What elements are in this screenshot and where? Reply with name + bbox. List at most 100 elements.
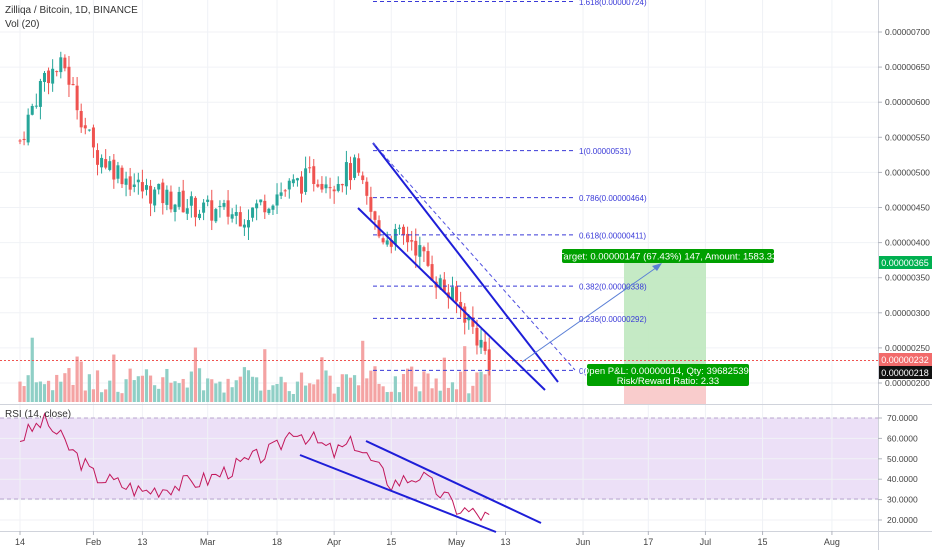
volume-bar [267,389,271,402]
volume-bar [299,372,304,402]
volume-bar [51,390,55,402]
rsi-line [19,412,490,522]
time-axis[interactable]: 14 Feb 13 Mar 18 Apr 15 May 13 Jun 17 Jul 15 Aug [15,531,840,547]
volume-bar [250,376,255,402]
candle-body [108,161,112,170]
candle-body [414,240,418,256]
volume-bar [361,340,365,402]
volume-bar [418,391,422,402]
candle-body [263,200,267,213]
volume-bar [442,357,446,402]
volume-bar [124,379,128,402]
candle-body [344,162,348,187]
rsi-axis[interactable]: 70.0000 60.0000 50.0000 40.0000 30.0000 20.00… [878,413,918,525]
volume-bar [410,366,414,402]
time-tick-label: Feb [86,537,102,547]
fib-level-label: 0.382(0.00000338) [579,283,647,292]
candle-body [471,317,475,327]
candle-body [304,168,308,192]
volume-bar [238,376,242,402]
price-tick-label: 0.00000350 [885,273,930,283]
fib-trend-line[interactable] [372,142,576,371]
time-tick-label: 15 [386,537,396,547]
price-tick-label: 0.00000400 [885,238,930,248]
volume-bar [312,384,316,402]
volume-bar [79,361,83,402]
rsi-tick-label: 40.0000 [887,474,918,484]
candle-body [55,71,59,73]
volume-bar [104,389,108,402]
volume-bar [38,381,42,402]
candle-body [242,224,246,228]
volume-bar [438,390,442,402]
candle-body [116,165,120,179]
volume-bar [202,390,206,402]
time-tick-label: Aug [824,537,840,547]
price-pane[interactable] [0,0,878,404]
volume-bar [59,381,63,402]
volume-bar [275,383,279,402]
candle-body [353,157,357,178]
candle-body [87,129,91,131]
volume-bar [193,347,198,402]
price-tick-label: 0.00000250 [885,343,930,353]
projection-line[interactable] [521,264,661,363]
candle-body [336,184,340,191]
volume-bar [112,354,116,402]
volume-bar [422,371,426,402]
candle-body [112,159,116,180]
volume-bar [385,392,389,402]
candle-body [381,238,385,243]
volume-bar [454,389,459,402]
fib-levels[interactable]: 1.618(0.00000724) 1(0.00000531) 0.786(0.00… [373,0,647,376]
price-axis[interactable]: 0.00000700 0.00000650 0.00000600 0.00000550… [878,27,930,388]
volume-bar [26,375,30,402]
volume-bar [75,356,79,402]
candle-body [348,163,352,181]
candle-body [402,226,406,235]
price-tick-label: 0.00000300 [885,308,930,318]
volume-bar [426,373,430,402]
volume-bar [283,382,287,402]
volume-bar [132,380,136,402]
candle-body [389,239,393,247]
grid [0,0,878,531]
volume-bar [18,381,22,402]
volume-bar [67,368,71,402]
candle-body [483,341,487,351]
pnl-label: Open P&L: 0.00000014, Qty: 396825396 [582,366,754,377]
candle-body [100,157,104,168]
time-tick-label: Jun [576,537,591,547]
volume-bar [210,379,214,402]
target-label-box[interactable] [562,249,774,263]
candle-body [140,182,144,192]
rsi-channel-lower[interactable] [299,454,497,533]
candle-body [369,196,373,212]
volume-bar [136,376,140,402]
channel-upper-line[interactable] [372,142,559,383]
candle-body [83,125,87,129]
candle-body [234,212,238,216]
volume-bar [144,369,149,402]
candle-body [475,327,479,346]
candle-body [149,185,153,204]
volume-bar [214,383,218,402]
pnl-label-box[interactable] [587,364,749,386]
candle-body [332,189,336,192]
candle-body [96,150,100,165]
rsi-channel-upper[interactable] [365,440,542,524]
volume-bar [459,371,463,402]
volume-bar [479,371,483,402]
candle-body [455,286,459,302]
candle-body [255,203,259,209]
volume-bar [397,392,402,402]
volume-bar [128,368,132,402]
volume-bar [263,349,267,402]
channel-lower-line[interactable] [357,207,546,391]
candle-body [467,316,471,321]
current-price-text: 0.00000232 [881,355,929,365]
profit-zone[interactable] [624,256,706,370]
candle-body [291,179,295,184]
candle-body [91,127,95,148]
